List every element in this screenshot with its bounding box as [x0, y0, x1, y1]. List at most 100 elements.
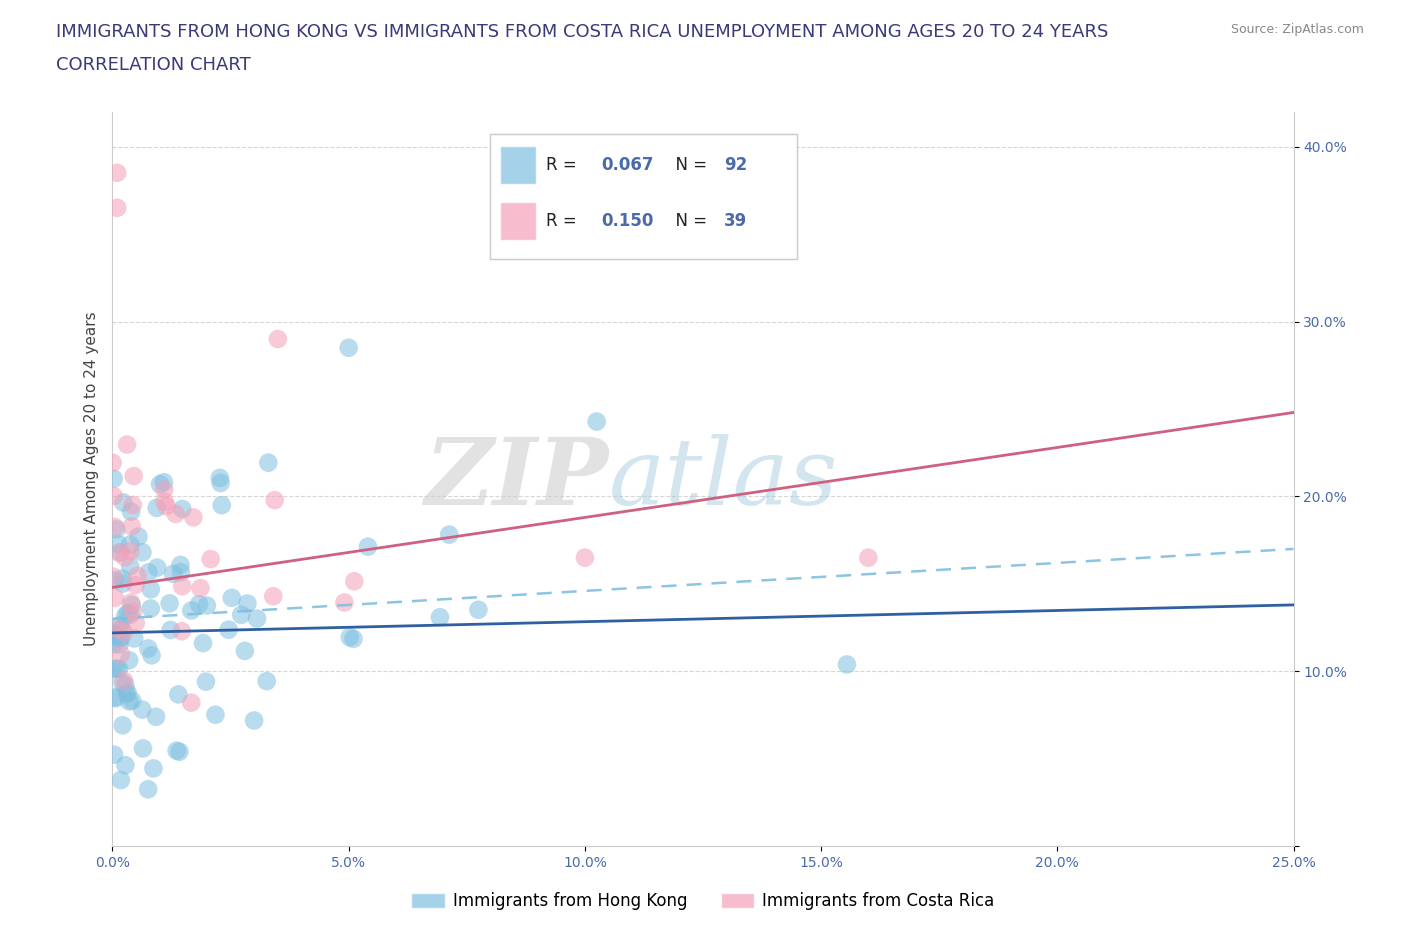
Point [439, 527, 461, 542]
Point [103, 488, 125, 503]
Text: Source: ZipAtlas.com: Source: ZipAtlas.com [1230, 23, 1364, 36]
Point [858, 551, 880, 565]
Point [121, 519, 143, 534]
Point [204, 708, 226, 723]
Point [114, 678, 136, 693]
Point [267, 332, 290, 347]
Y-axis label: Unemployment Among Ages 20 to 24 years: Unemployment Among Ages 20 to 24 years [83, 312, 98, 646]
Point [180, 696, 202, 711]
Point [153, 474, 176, 489]
Point [118, 694, 141, 709]
Point [145, 710, 167, 724]
Point [103, 661, 125, 676]
Point [145, 500, 167, 515]
Point [117, 605, 139, 620]
Point [121, 598, 143, 613]
Point [231, 607, 253, 622]
Point [139, 601, 162, 616]
Point [125, 616, 148, 631]
Point [114, 608, 136, 623]
Point [153, 482, 176, 497]
Point [131, 545, 153, 560]
Point [136, 641, 159, 656]
Point [103, 747, 125, 762]
Point [112, 673, 135, 688]
Point [110, 631, 132, 645]
Point [172, 578, 194, 593]
Point [108, 618, 131, 632]
Point [162, 566, 184, 581]
Point [337, 340, 360, 355]
Point [101, 456, 124, 471]
Point [105, 200, 128, 215]
Point [114, 550, 136, 565]
Point [233, 644, 256, 658]
Point [127, 568, 149, 583]
Point [110, 646, 132, 661]
Point [105, 166, 128, 180]
Point [105, 522, 128, 537]
Text: CORRELATION CHART: CORRELATION CHART [56, 56, 252, 73]
Text: atlas: atlas [609, 434, 838, 524]
Point [180, 603, 202, 618]
Point [110, 773, 132, 788]
Point [108, 545, 131, 560]
Point [236, 596, 259, 611]
Point [108, 637, 131, 652]
Point [120, 537, 142, 551]
Point [246, 611, 269, 626]
Point [107, 622, 129, 637]
Point [165, 507, 187, 522]
Point [103, 472, 125, 486]
Point [138, 565, 160, 579]
Point [149, 477, 172, 492]
Point [132, 741, 155, 756]
Point [105, 661, 128, 676]
Point [108, 545, 131, 560]
Point [141, 648, 163, 663]
Point [342, 631, 364, 646]
Point [131, 702, 153, 717]
Legend: Immigrants from Hong Kong, Immigrants from Costa Rica: Immigrants from Hong Kong, Immigrants fr… [405, 885, 1001, 917]
Point [107, 537, 129, 551]
Point [155, 498, 177, 513]
Point [256, 673, 278, 688]
Point [574, 551, 596, 565]
Point [115, 686, 138, 701]
Point [104, 691, 127, 706]
Point [211, 498, 233, 512]
Point [195, 598, 218, 613]
Point [257, 455, 280, 470]
Point [136, 782, 159, 797]
Point [263, 493, 285, 508]
Point [170, 624, 193, 639]
Point [221, 591, 243, 605]
Point [111, 571, 134, 586]
Point [200, 551, 222, 566]
Text: ZIP: ZIP [425, 434, 609, 524]
Point [120, 504, 142, 519]
Point [262, 589, 284, 604]
Point [243, 713, 266, 728]
Point [120, 559, 142, 574]
Point [209, 475, 232, 490]
Point [167, 687, 190, 702]
Point [170, 565, 193, 579]
Point [120, 595, 142, 610]
Point [835, 657, 858, 671]
Point [172, 501, 194, 516]
Point [121, 498, 143, 512]
Point [159, 622, 181, 637]
Point [111, 718, 134, 733]
Point [103, 627, 125, 642]
Point [110, 621, 132, 636]
Point [103, 637, 125, 652]
Point [218, 622, 240, 637]
Point [124, 578, 146, 592]
Point [108, 631, 131, 645]
Point [191, 636, 214, 651]
Point [121, 693, 143, 708]
Point [111, 675, 134, 690]
Point [104, 690, 127, 705]
Point [104, 591, 127, 605]
